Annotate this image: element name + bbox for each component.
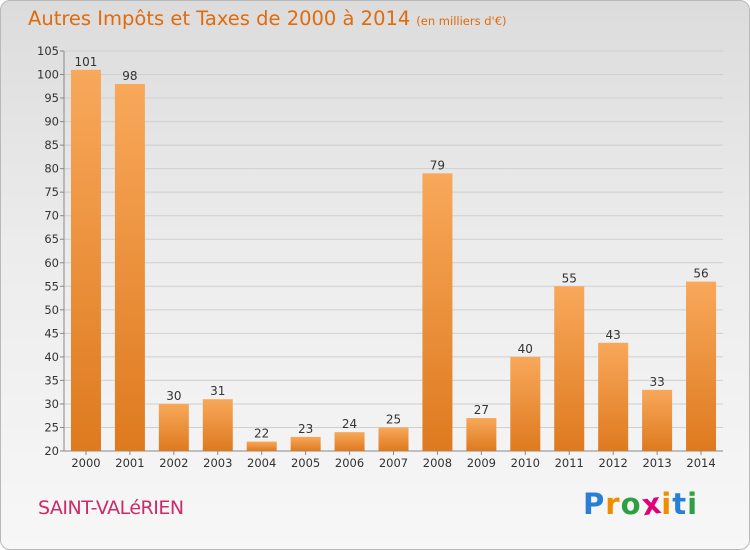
x-tick-label: 2011: [555, 456, 584, 470]
y-tick-label: 95: [44, 91, 59, 105]
bar: [70, 69, 101, 451]
data-label: 56: [693, 267, 708, 281]
bar: [598, 342, 629, 451]
data-label: 55: [562, 271, 577, 285]
x-tick-label: 2010: [511, 456, 540, 470]
y-tick-label: 85: [44, 138, 59, 152]
bar: [114, 83, 145, 452]
bar: [642, 389, 673, 451]
y-tick-label: 25: [44, 420, 59, 434]
logo-letter: i: [687, 487, 699, 521]
bar: [246, 441, 277, 451]
data-label: 33: [649, 375, 664, 389]
bar: [334, 432, 365, 451]
bars: [70, 69, 717, 452]
logo-letter: o: [620, 487, 642, 521]
x-tick-label: 2006: [335, 456, 364, 470]
data-label: 25: [386, 412, 401, 426]
y-tick-label: 60: [44, 256, 59, 270]
data-label: 31: [210, 384, 225, 398]
x-tick-label: 2008: [423, 456, 452, 470]
data-label: 43: [606, 328, 621, 342]
logo-letter: x: [639, 485, 664, 523]
data-label: 30: [166, 389, 181, 403]
y-tick-label: 90: [44, 115, 59, 129]
data-label: 27: [474, 403, 489, 417]
y-tick-label: 20: [44, 444, 59, 458]
x-tick-label: 2013: [642, 456, 671, 470]
chart-subtitle: (en milliers d'€): [416, 14, 507, 28]
bar: [422, 173, 453, 451]
y-tick-label: 70: [44, 209, 59, 223]
x-tick-labels: 2000 2001 2002 2003 2004 2005 2006 2007 2008 2009…: [71, 451, 716, 470]
y-tick-label: 55: [44, 279, 59, 293]
x-tick-label: 2004: [247, 456, 276, 470]
data-label: 79: [430, 158, 445, 172]
data-label: 98: [122, 69, 137, 83]
data-label: 40: [518, 342, 533, 356]
logo-letter: r: [605, 487, 621, 521]
data-label: 23: [298, 422, 313, 436]
x-tick-label: 2005: [291, 456, 320, 470]
bar: [554, 286, 585, 451]
x-tick-label: 2009: [467, 456, 496, 470]
town-name: SAINT-VALéRIEN: [38, 497, 184, 519]
x-tick-label: 2007: [379, 456, 408, 470]
data-label: 22: [254, 427, 269, 441]
y-tick-label: 50: [44, 303, 59, 317]
data-label: 101: [75, 55, 98, 69]
chart-title: Autres Impôts et Taxes de 2000 à 2014 (en…: [28, 7, 507, 30]
bar: [466, 418, 497, 451]
logo-letter: t: [672, 487, 688, 521]
data-labels: 101 98 30 31 22 23 24 25 79 27 40 55 43 33 56: [75, 55, 709, 441]
logo-letter: P: [583, 487, 606, 521]
x-tick-label: 2012: [599, 456, 628, 470]
y-tick-label: 40: [44, 350, 59, 364]
bar: [290, 436, 321, 451]
data-label: 24: [342, 417, 357, 431]
y-tick-label: 30: [44, 397, 59, 411]
logo-letter: i: [661, 487, 673, 521]
bar: [510, 356, 541, 451]
chart-title-text: Autres Impôts et Taxes de 2000 à 2014: [28, 7, 411, 30]
x-tick-label: 2003: [203, 456, 232, 470]
proxiti-logo[interactable]: Proxiti: [583, 485, 699, 523]
x-tick-label: 2014: [686, 456, 715, 470]
y-tick-label: 105: [37, 44, 59, 58]
x-tick-label: 2001: [115, 456, 144, 470]
y-tick-labels: 20 25 30 35 40 45 50 55 60 65 70 75 80 85 90 95 100 105: [37, 44, 59, 458]
y-tick-label: 35: [44, 373, 59, 387]
y-tick-label: 100: [37, 68, 59, 82]
x-tick-label: 2002: [159, 456, 188, 470]
y-tick-label: 80: [44, 162, 59, 176]
y-tick-label: 75: [44, 185, 59, 199]
bar: [686, 281, 717, 451]
bar: [378, 427, 409, 451]
y-tick-label: 65: [44, 232, 59, 246]
y-tick-label: 45: [44, 326, 59, 340]
bar: [158, 403, 189, 451]
bar: [202, 399, 233, 451]
x-tick-label: 2000: [71, 456, 100, 470]
